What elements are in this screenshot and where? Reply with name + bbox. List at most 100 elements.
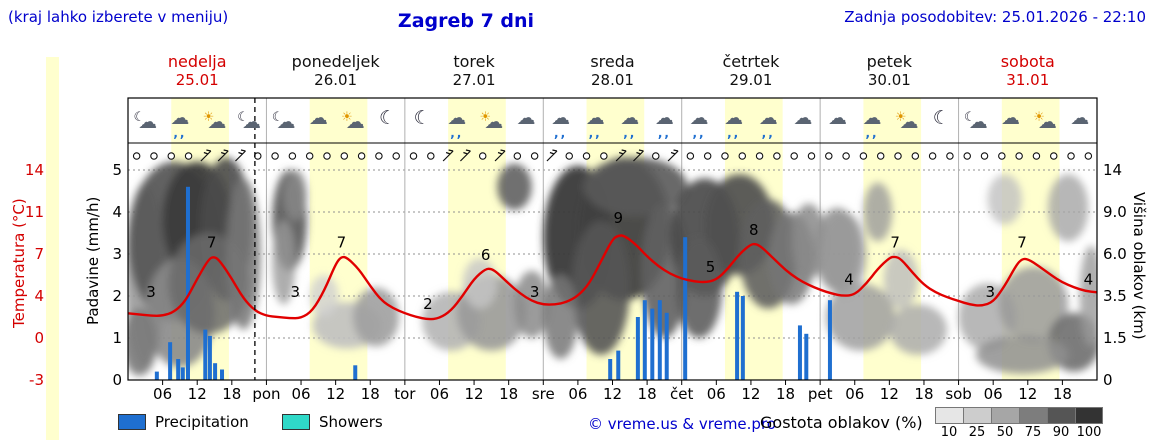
page-title: Zagreb 7 dni [397, 10, 535, 32]
credit-link[interactable]: © vreme.us & vreme.pro [588, 415, 776, 433]
cloud-icon: ☁ [516, 107, 536, 129]
sun-cloud-icon: ☀☁ [479, 110, 504, 133]
wind-calm-icon [946, 152, 954, 160]
legend-precipitation: Precipitation [118, 413, 249, 431]
wind-calm-icon [928, 152, 937, 160]
cloud-icon: ☁ [1070, 107, 1090, 129]
svg-text:5: 5 [112, 161, 122, 179]
wind-calm-icon [392, 152, 400, 160]
wind-calm-icon [998, 152, 1006, 160]
wind-calm-icon [427, 152, 435, 160]
precipitation-bars [154, 186, 832, 380]
svg-text:7: 7 [207, 233, 217, 251]
svg-text:1: 1 [112, 329, 122, 347]
wind-barb-icon [546, 149, 558, 162]
svg-text:12: 12 [465, 385, 484, 403]
svg-text:3: 3 [290, 283, 300, 301]
day-header: petek 30.01 [866, 52, 913, 89]
cloud-icon: ☁ [827, 107, 847, 129]
svg-text:12: 12 [326, 385, 345, 403]
svg-text:12: 12 [188, 385, 207, 403]
wind-calm-icon [184, 152, 193, 160]
wind-calm-icon [600, 152, 608, 160]
wind-calm-icon [305, 152, 314, 160]
density-scale-cell: 100 [1075, 407, 1103, 440]
svg-text:3: 3 [112, 245, 122, 263]
cloud-density-scale: 10 25 50 75 90 100 [935, 407, 1103, 440]
svg-text:12: 12 [603, 385, 622, 403]
day-header: torek 27.01 [452, 52, 496, 89]
wind-calm-icon [911, 152, 920, 160]
legend-showers: Showers [282, 413, 383, 431]
svg-text:3: 3 [986, 283, 996, 301]
wind-calm-icon [150, 152, 158, 160]
night-cloud-icon: ☾☁ [237, 110, 261, 133]
svg-text:pon: pon [252, 385, 280, 403]
rain-icon: ☁,, [654, 107, 674, 140]
showers-label: Showers [319, 413, 383, 431]
svg-text:5: 5 [706, 258, 716, 276]
wind-calm-icon [652, 152, 660, 160]
wind-calm-icon [1049, 152, 1058, 160]
svg-text:pet: pet [808, 385, 833, 403]
x-axis-ticks: 06 12 18 pon 06 12 18 tor 06 12 18 sre 06 12 18 čet 06 12… [153, 380, 1072, 403]
svg-text:11: 11 [25, 203, 44, 221]
wind-calm-icon [271, 152, 279, 160]
svg-text:9: 9 [613, 209, 623, 227]
wind-calm-icon [963, 152, 971, 160]
wind-calm-icon [340, 152, 349, 160]
night-cloud-icon: ☾☁ [271, 110, 296, 133]
night-cloud-icon: ☾☁ [964, 110, 988, 133]
temperature-line [127, 234, 1098, 321]
wind-barb-icon [235, 149, 246, 162]
svg-text:06: 06 [153, 385, 172, 403]
wind-calm-icon [167, 152, 176, 160]
night-icon: ☾ [379, 107, 397, 129]
wind-barb-icon [615, 149, 627, 162]
wind-calm-icon [859, 152, 868, 160]
temperature-point-labels: 3 7 3 7 2 6 3 9 5 8 4 7 3 7 4 [146, 209, 1093, 313]
wind-barb-icon [200, 149, 212, 162]
svg-text:6.0: 6.0 [1103, 245, 1127, 263]
wind-calm-icon [409, 152, 418, 160]
day-header: ponedeljek 26.01 [291, 52, 380, 89]
svg-text:2: 2 [423, 295, 433, 313]
svg-text:06: 06 [291, 385, 310, 403]
svg-text:9.0: 9.0 [1103, 203, 1127, 221]
svg-text:6: 6 [481, 246, 491, 264]
svg-text:1.5: 1.5 [1103, 329, 1127, 347]
wind-calm-icon [357, 152, 366, 160]
svg-text:sre: sre [532, 385, 555, 403]
rain-icon: ☁,, [551, 107, 571, 140]
sun-cloud-icon: ☀☁ [1033, 110, 1057, 133]
svg-text:18: 18 [222, 385, 241, 403]
wind-calm-icon [478, 152, 487, 160]
svg-text:tor: tor [394, 385, 416, 403]
day-header-row: nedelja 25.01 ponedeljek 26.01 torek 27.01 sre… [0, 52, 1152, 96]
density-scale-cell: 75 [1019, 407, 1047, 440]
density-scale-cell: 10 [935, 407, 963, 440]
rain-icon: ☁,, [170, 107, 190, 140]
wind-calm-icon [565, 152, 573, 160]
wind-calm-icon [288, 152, 297, 160]
sun-cloud-icon: ☀☁ [341, 110, 365, 133]
svg-text:18: 18 [914, 385, 933, 403]
svg-text:0: 0 [1103, 371, 1113, 389]
wind-barb-icon [217, 149, 229, 162]
night-cloud-icon: ☾☁ [133, 110, 158, 133]
rain-icon: ☁,, [620, 107, 640, 140]
svg-text:4: 4 [844, 271, 854, 289]
wind-calm-icon [1015, 152, 1023, 160]
svg-text:18: 18 [638, 385, 657, 403]
svg-text:18: 18 [499, 385, 518, 403]
wind-calm-icon [513, 152, 522, 160]
svg-text:4: 4 [112, 203, 122, 221]
rain-icon: ☁,, [447, 107, 467, 140]
wind-barb-icon [633, 149, 644, 162]
svg-text:06: 06 [707, 385, 726, 403]
rain-icon: ☁,, [758, 107, 778, 140]
svg-text:12: 12 [741, 385, 760, 403]
svg-text:3: 3 [530, 283, 540, 301]
svg-text:8: 8 [749, 221, 759, 239]
